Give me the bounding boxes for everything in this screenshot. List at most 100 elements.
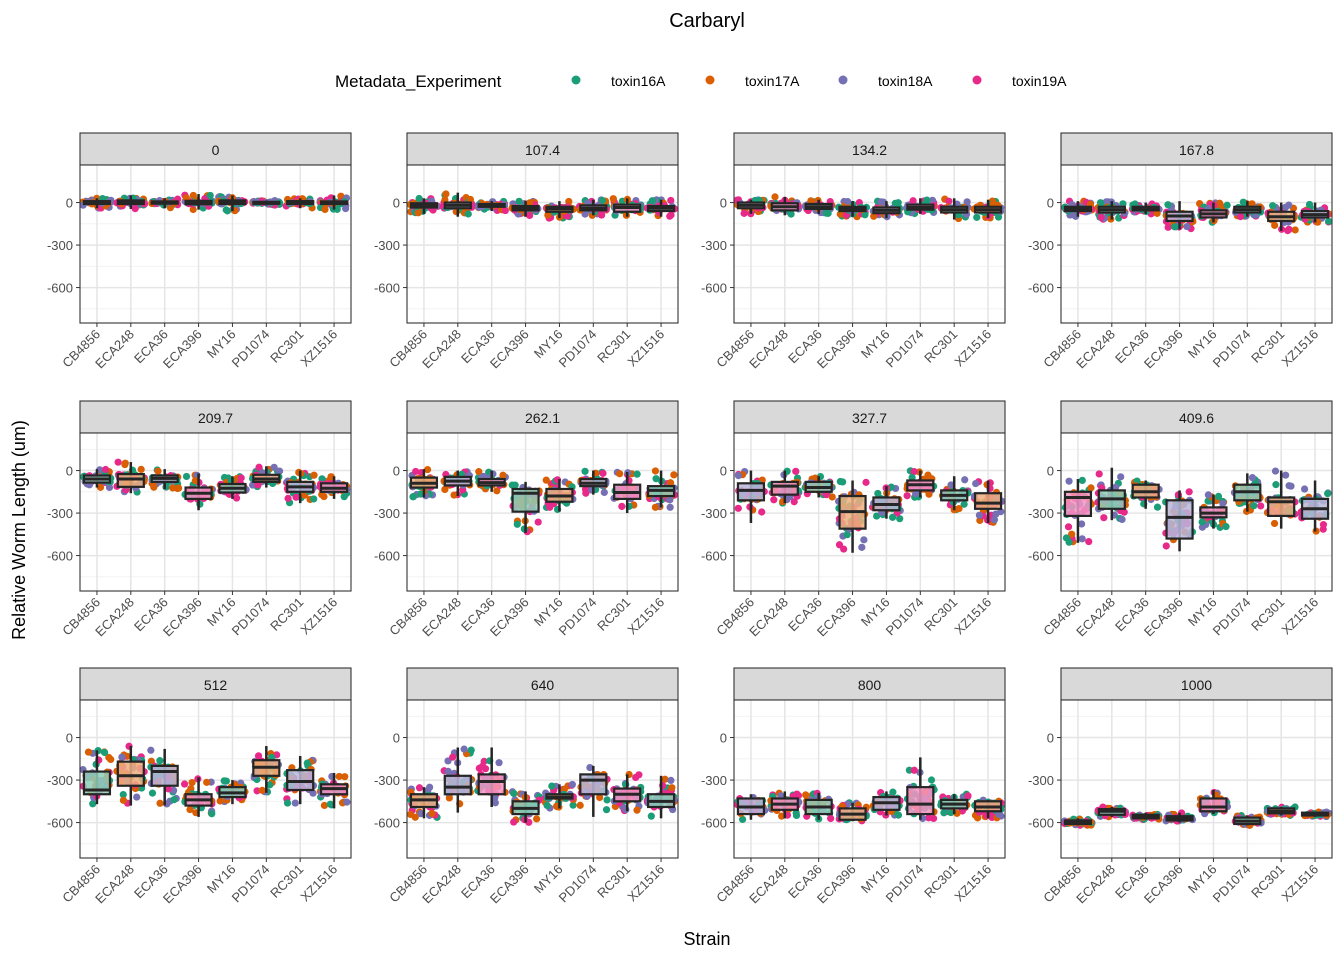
data-point — [889, 788, 897, 796]
facet-strip-label: 107.4 — [525, 142, 560, 158]
data-point — [544, 211, 552, 219]
data-point — [1325, 217, 1333, 225]
facet-strip-label: 640 — [531, 677, 555, 693]
data-point — [632, 773, 640, 782]
y-tick-label: 0 — [66, 196, 73, 211]
x-tick-label: XZ1516 — [297, 595, 340, 638]
data-point — [877, 198, 885, 206]
box-iqr — [1199, 797, 1228, 813]
y-tick-label: -300 — [374, 238, 400, 253]
facet-strip — [733, 400, 1006, 434]
data-point — [1100, 514, 1108, 522]
data-point — [666, 496, 674, 504]
data-point — [961, 476, 969, 484]
data-point — [927, 776, 936, 784]
data-point — [180, 780, 189, 788]
data-point — [84, 748, 93, 756]
data-point — [543, 801, 551, 810]
data-point — [291, 799, 299, 807]
panel-background — [734, 433, 1005, 591]
data-point — [121, 459, 129, 467]
y-tick-label: -300 — [47, 773, 73, 788]
data-point — [1282, 471, 1290, 479]
box-CB4856 — [734, 467, 768, 523]
y-tick-label: -300 — [1028, 506, 1054, 521]
y-tick-label: -600 — [47, 549, 73, 564]
data-point — [1164, 223, 1172, 231]
data-point — [602, 806, 611, 814]
data-point — [343, 798, 351, 806]
box-ECA248 — [440, 468, 474, 499]
data-point — [1216, 199, 1224, 207]
y-tick-label: 0 — [1047, 731, 1054, 746]
box-ECA396 — [508, 481, 543, 536]
legend-label-toxin17A: toxin17A — [745, 73, 800, 89]
data-point — [667, 196, 675, 205]
x-tick-label: XZ1516 — [951, 862, 994, 905]
box-ECA396 — [1162, 201, 1197, 233]
data-point — [1104, 198, 1112, 206]
data-point — [223, 207, 232, 215]
data-point — [599, 469, 607, 477]
data-point — [532, 815, 541, 823]
data-point — [582, 489, 590, 497]
y-tick-label: 0 — [1047, 464, 1054, 479]
box-ECA248 — [113, 458, 148, 496]
data-point — [114, 458, 122, 466]
data-point — [835, 541, 844, 549]
box-CB4856 — [733, 196, 768, 218]
x-tick-label: PD1074 — [556, 327, 600, 371]
y-tick-label: -300 — [47, 506, 73, 521]
data-point — [1204, 491, 1212, 499]
data-point — [255, 463, 263, 471]
data-point — [1271, 221, 1279, 229]
x-tick-label: XZ1516 — [297, 862, 340, 905]
data-point — [618, 502, 626, 511]
data-point — [415, 784, 424, 792]
box-CB4856 — [80, 465, 115, 491]
y-tick-label: 0 — [1047, 196, 1054, 211]
data-point — [119, 796, 128, 804]
data-point — [1097, 213, 1105, 221]
data-point — [1065, 538, 1073, 546]
data-point — [416, 490, 425, 498]
box-ECA248 — [440, 190, 476, 218]
panel-background — [80, 433, 351, 591]
box-ECA36 — [474, 468, 509, 495]
data-point — [603, 796, 611, 804]
box-RC301 — [937, 195, 972, 223]
y-tick-label: -300 — [1028, 773, 1054, 788]
data-point — [493, 487, 501, 495]
data-point — [131, 204, 139, 213]
data-point — [1078, 476, 1086, 484]
data-point — [1162, 542, 1170, 550]
data-point — [156, 757, 164, 765]
y-tick-label: -600 — [374, 816, 400, 831]
panel-background — [734, 165, 1005, 323]
data-point — [150, 483, 158, 491]
legend-key-toxin18A — [838, 75, 848, 85]
x-tick-label: PD1074 — [1210, 862, 1254, 906]
box-XZ1516 — [316, 772, 351, 810]
facet-strip-label: 167.8 — [1179, 142, 1214, 158]
data-point — [790, 498, 798, 506]
data-point — [89, 800, 97, 808]
facet-strip-label: 512 — [204, 677, 228, 693]
box-ECA396 — [508, 788, 543, 826]
data-point — [828, 493, 836, 501]
box-ECA248 — [767, 467, 803, 507]
box-XZ1516 — [316, 473, 351, 501]
box-RC301 — [282, 195, 316, 212]
data-point — [170, 796, 178, 804]
data-point — [1153, 503, 1162, 511]
data-point — [320, 801, 329, 810]
data-point — [1087, 484, 1095, 492]
box-ECA36 — [148, 195, 182, 212]
data-point — [1171, 223, 1179, 231]
y-tick-label: -300 — [701, 773, 727, 788]
y-tick-label: 0 — [720, 731, 727, 746]
data-point — [963, 198, 971, 206]
data-point — [1164, 201, 1172, 209]
x-tick-label: XZ1516 — [624, 862, 667, 905]
